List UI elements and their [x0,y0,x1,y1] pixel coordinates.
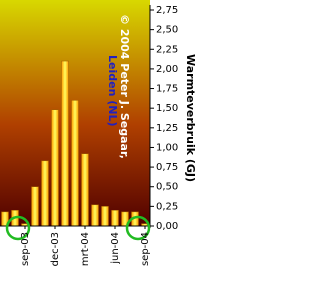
bar [61,60,69,227]
bar [41,160,49,227]
y-tick-label: 0,25 [156,201,178,212]
y-tick-label: 1,25 [156,123,178,134]
bar [91,204,99,227]
x-tick-label: sep-03 [20,232,31,266]
y-tick-label: 0,00 [156,221,178,232]
bar [71,100,79,227]
bar [31,186,39,227]
bar [51,109,59,227]
highlight-circle [5,215,31,241]
copyright-place: Leiden (NL) [106,55,119,127]
bar [111,210,119,227]
chart: © 2004 Peter J. Segaar, Leiden (NL) Warm… [0,0,197,266]
y-tick-label: 1,00 [156,142,178,153]
x-tick-label: jun-04 [110,232,121,265]
bar [101,206,109,227]
copyright: © 2004 Peter J. Segaar, [118,14,131,159]
y-tick-label: 2,25 [156,44,178,55]
y-tick-label: 2,50 [156,25,178,36]
y-tick-label: 0,75 [156,162,178,173]
bar [81,153,89,227]
y-tick-label: 0,50 [156,182,178,193]
y-tick-label: 2,75 [156,5,178,16]
y-tick-label: 1,50 [156,103,178,114]
y-tick-label: 2,00 [156,64,178,75]
x-tick-label: dec-03 [50,232,61,266]
y-tick-label: 1,75 [156,84,178,95]
y-axis-title: Warmteverbruik (GJ) [184,54,197,182]
x-tick-label: mrt-04 [80,232,91,266]
x-tick-label: sep-04 [140,232,151,266]
highlight-circle [125,215,151,241]
